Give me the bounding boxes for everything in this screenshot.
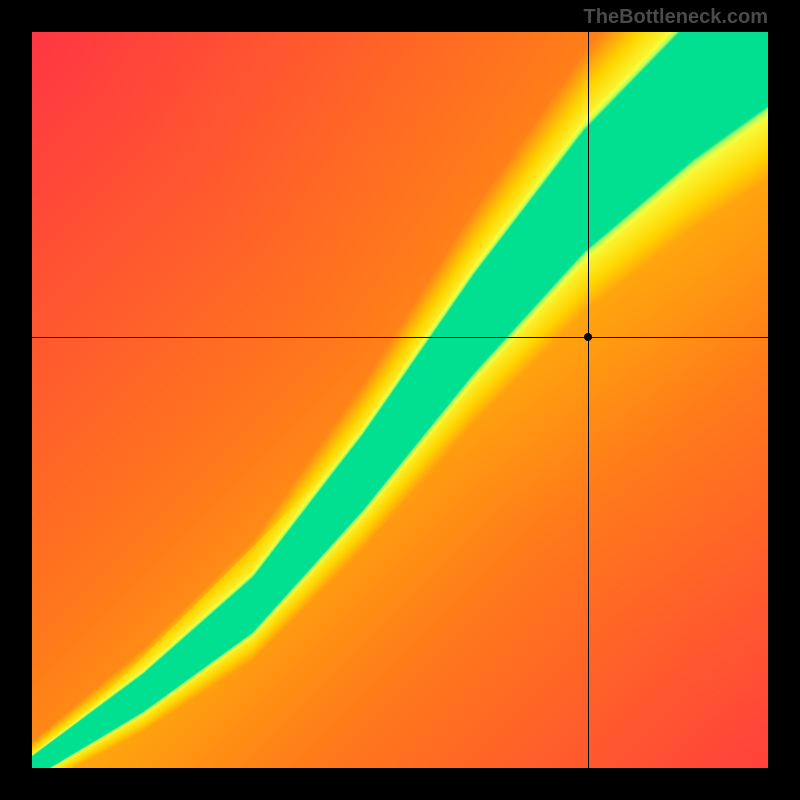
crosshair-horizontal bbox=[32, 337, 768, 338]
plot-area bbox=[32, 32, 768, 768]
crosshair-vertical bbox=[588, 32, 589, 768]
watermark-text: TheBottleneck.com bbox=[584, 6, 768, 29]
bottleneck-heatmap bbox=[32, 32, 768, 768]
crosshair-marker bbox=[584, 333, 592, 341]
